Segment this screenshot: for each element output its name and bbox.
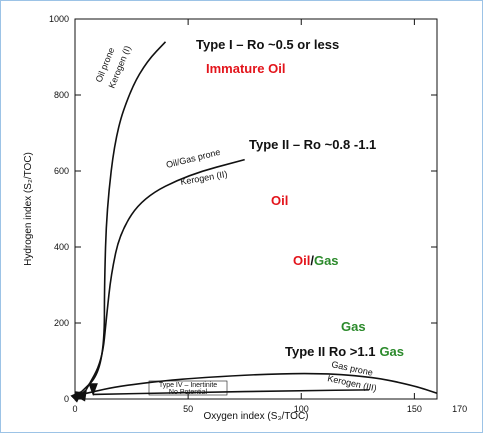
- curve-label: Type IV – Inertinite: [159, 382, 217, 389]
- kerogen-curve: [76, 158, 245, 402]
- x-tick-label: 0: [72, 404, 77, 414]
- annotation: Immature Oil: [206, 61, 285, 76]
- annotation: Type II Ro >1.1 Gas: [285, 344, 404, 359]
- x-tick-label: 150: [407, 404, 422, 414]
- kerogen-curve: [70, 41, 167, 403]
- annotation: Oil: [271, 193, 288, 208]
- y-tick-label: 800: [54, 90, 69, 100]
- x-tick-label: 100: [294, 404, 309, 414]
- kerogen-curve: [74, 372, 438, 401]
- y-tick-label: 200: [54, 318, 69, 328]
- y-tick-label: 600: [54, 166, 69, 176]
- annotation: Type I – Ro ~0.5 or less: [196, 37, 339, 52]
- x-tick-label: 170: [452, 404, 467, 414]
- x-axis-label: Oxygen index (S₃/TOC): [203, 411, 308, 422]
- y-tick-label: 1000: [49, 14, 69, 24]
- annotation: Gas: [341, 319, 366, 334]
- x-tick-label: 50: [183, 404, 193, 414]
- y-axis-label: Hydrogen index (S₂/TOC): [23, 152, 34, 266]
- kerogen-curve: [81, 389, 370, 400]
- y-tick-label: 0: [64, 394, 69, 404]
- y-tick-label: 400: [54, 242, 69, 252]
- annotation-part: Gas: [314, 253, 339, 268]
- annotation-part: Oil: [293, 253, 310, 268]
- plot-frame: [74, 18, 438, 400]
- annotation-part: Type II Ro >1.1: [285, 344, 375, 359]
- curve-label: Oil/Gas prone: [165, 147, 221, 170]
- annotation-part: Gas: [379, 344, 404, 359]
- annotation: Oil/Gas: [293, 253, 339, 268]
- annotation: Type II – Ro ~0.8 -1.1: [249, 137, 376, 152]
- annotation-part: /: [310, 253, 314, 268]
